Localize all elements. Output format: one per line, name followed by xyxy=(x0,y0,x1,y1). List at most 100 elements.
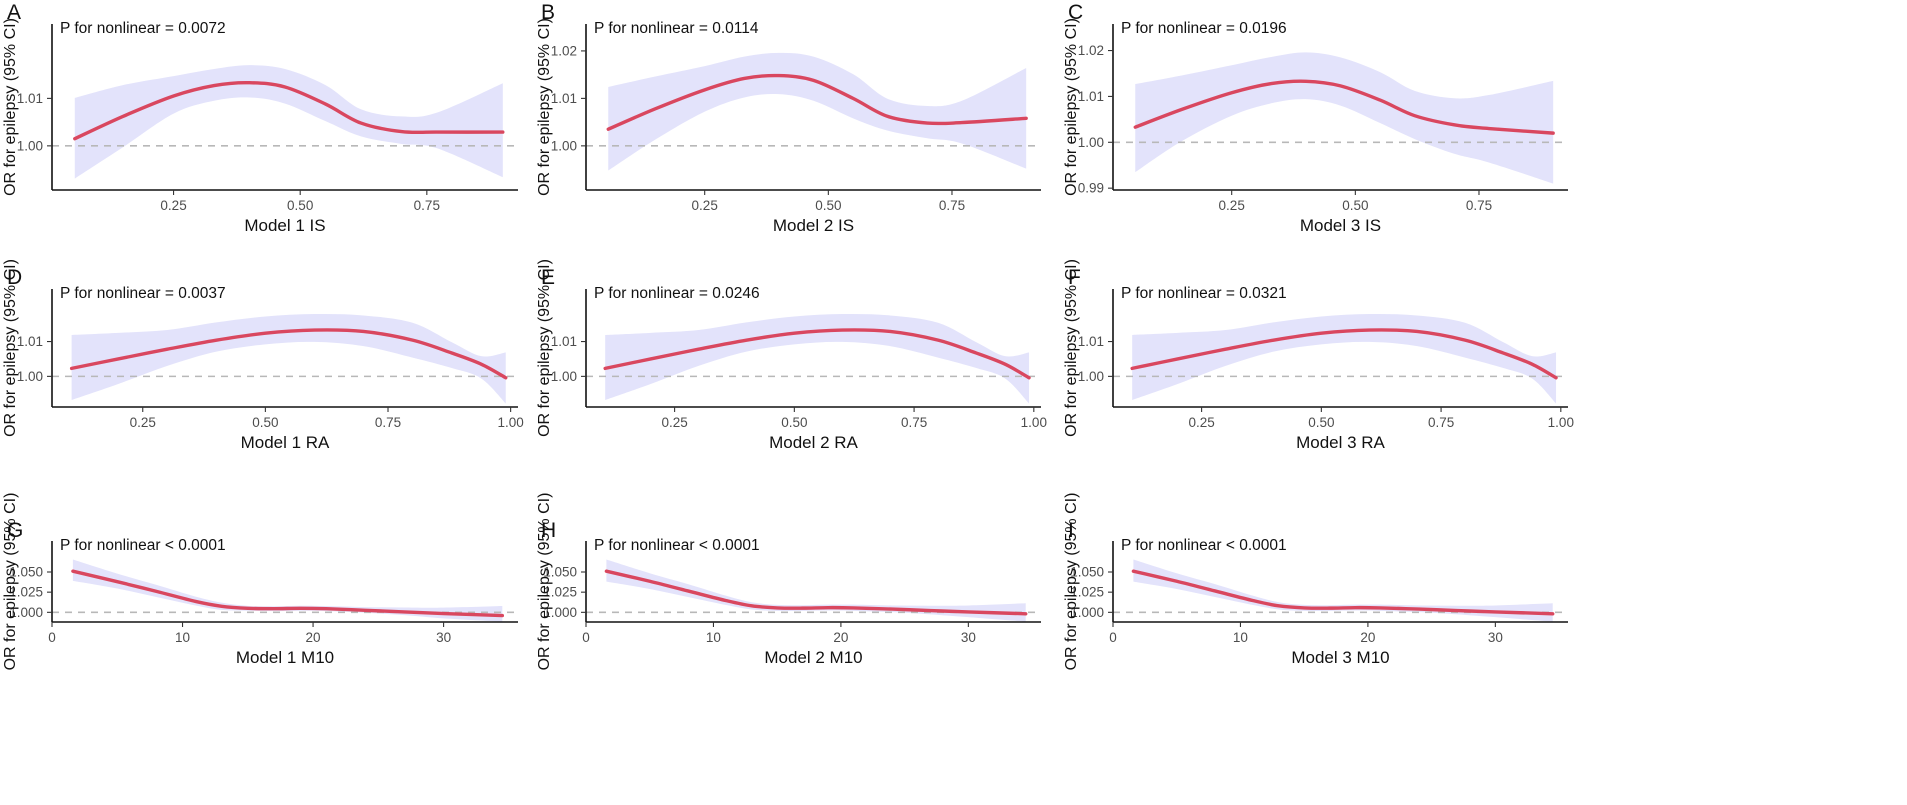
y-tick-label: 1.025 xyxy=(9,585,43,600)
x-tick-label: 0.25 xyxy=(1219,198,1245,213)
y-axis-title: OR for epilepsy (95% CI) xyxy=(2,18,19,196)
ci-band xyxy=(74,65,503,179)
x-tick-label: 30 xyxy=(436,630,451,645)
panel-f: 1.00 1.01 0.25 0.50 0.75 1.00 Model 3 RA OR for… xyxy=(1063,259,1574,452)
y-tick-label: 1.00 xyxy=(551,138,577,153)
y-tick-label: 1.025 xyxy=(1070,585,1104,600)
y-tick-label: 1.00 xyxy=(1078,135,1104,150)
x-tick-label: 0.50 xyxy=(287,198,313,213)
x-tick-label: 1.00 xyxy=(498,415,524,430)
estimate-curve xyxy=(604,569,1028,616)
x-tick-label: 0.50 xyxy=(781,415,807,430)
x-tick-label: 0.25 xyxy=(661,415,687,430)
y-tick-label: 0.99 xyxy=(1078,181,1104,196)
x-tick-label: 0.50 xyxy=(1308,415,1334,430)
p-nonlinear-label: P for nonlinear < 0.0001 xyxy=(60,537,226,554)
y-tick-label: 1.050 xyxy=(1070,565,1104,580)
y-tick-label: 1.01 xyxy=(17,334,43,349)
x-tick-label: 30 xyxy=(1488,630,1503,645)
y-axis-title: OR for epilepsy (95% CI) xyxy=(536,18,553,196)
estimate-curve xyxy=(1131,569,1555,616)
panel-letter: E xyxy=(541,266,555,289)
y-tick-label: 1.025 xyxy=(543,585,577,600)
ci-band xyxy=(608,52,1027,171)
panel-letter: H xyxy=(541,519,556,542)
panel-letter: C xyxy=(1068,1,1083,24)
panel-d: 1.00 1.01 0.25 0.50 0.75 1.00 Model 1 RA OR for… xyxy=(2,259,524,452)
panel-g: 1.000 1.025 1.050 0 10 20 30 Model 1 M10 OR for … xyxy=(2,493,518,671)
ci-band xyxy=(1133,559,1553,622)
x-tick-label: 0.75 xyxy=(939,198,965,213)
x-axis-title: Model 3 M10 xyxy=(1291,648,1389,667)
x-tick-label: 0.25 xyxy=(130,415,156,430)
y-tick-label: 1.00 xyxy=(17,138,43,153)
x-tick-label: 20 xyxy=(833,630,848,645)
x-axis-title: Model 1 RA xyxy=(241,433,330,452)
p-nonlinear-label: P for nonlinear = 0.0072 xyxy=(60,20,226,37)
x-tick-label: 1.00 xyxy=(1021,415,1047,430)
y-axis-title: OR for epilepsy (95% CI) xyxy=(2,493,19,671)
x-tick-label: 30 xyxy=(961,630,976,645)
x-tick-label: 0.75 xyxy=(1466,198,1492,213)
y-tick-label: 1.000 xyxy=(9,605,43,620)
panel-i: 1.000 1.025 1.050 0 10 20 30 Model 3 M10 OR for … xyxy=(1063,493,1568,670)
p-nonlinear-label: P for nonlinear = 0.0037 xyxy=(60,285,226,302)
y-axis-title: OR for epilepsy (95% CI) xyxy=(536,259,553,437)
y-tick-label: 1.00 xyxy=(551,369,577,384)
y-tick-label: 1.050 xyxy=(543,565,577,580)
y-tick-label: 1.01 xyxy=(17,91,43,106)
panel-e: 1.00 1.01 0.25 0.50 0.75 1.00 Model 2 RA OR for… xyxy=(536,259,1047,452)
p-nonlinear-label: P for nonlinear = 0.0246 xyxy=(594,285,760,302)
y-tick-label: 1.02 xyxy=(551,43,577,58)
x-tick-label: 20 xyxy=(1360,630,1375,645)
y-axis-title: OR for epilepsy (95% CI) xyxy=(536,493,553,671)
y-tick-label: 1.000 xyxy=(543,605,577,620)
x-tick-label: 10 xyxy=(1233,630,1248,645)
panel-b: 1.00 1.01 1.02 0.25 0.50 0.75 Model 2 IS OR for… xyxy=(536,1,1041,235)
y-axis-title: OR for epilepsy (95% CI) xyxy=(2,259,19,437)
y-tick-label: 1.02 xyxy=(1078,43,1104,58)
x-tick-label: 0.75 xyxy=(375,415,401,430)
y-tick-label: 1.00 xyxy=(17,369,43,384)
x-axis-title: Model 2 M10 xyxy=(764,648,862,667)
ci-band xyxy=(71,313,506,404)
y-tick-label: 1.000 xyxy=(1070,605,1104,620)
x-axis-title: Model 2 IS xyxy=(773,216,854,235)
panel-letter: F xyxy=(1068,266,1081,289)
x-tick-label: 1.00 xyxy=(1548,415,1574,430)
x-tick-label: 0.25 xyxy=(160,198,186,213)
ci-band xyxy=(605,313,1030,404)
panel-c: 0.99 1.00 1.01 1.02 0.25 0.50 0.75 Model 3 IS OR… xyxy=(1063,1,1568,235)
panel-letter: A xyxy=(7,1,21,24)
estimate-curve xyxy=(73,80,505,141)
y-tick-label: 1.01 xyxy=(1078,334,1104,349)
p-nonlinear-label: P for nonlinear = 0.0196 xyxy=(1121,20,1287,37)
x-axis-title: Model 1 M10 xyxy=(236,648,334,667)
estimate-curve xyxy=(69,328,508,380)
estimate-curve xyxy=(606,73,1028,131)
x-tick-label: 20 xyxy=(306,630,321,645)
y-axis-title: OR for epilepsy (95% CI) xyxy=(1063,18,1080,196)
x-tick-label: 0.50 xyxy=(252,415,278,430)
y-tick-label: 1.01 xyxy=(1078,89,1104,104)
panel-letter: G xyxy=(7,519,23,542)
x-axis-title: Model 1 IS xyxy=(244,216,325,235)
p-nonlinear-label: P for nonlinear < 0.0001 xyxy=(1121,537,1287,554)
x-tick-label: 0.50 xyxy=(1342,198,1368,213)
estimate-curve xyxy=(1130,328,1558,380)
p-nonlinear-label: P for nonlinear = 0.0114 xyxy=(594,20,759,37)
x-tick-label: 0.25 xyxy=(1188,415,1214,430)
x-tick-label: 0.25 xyxy=(692,198,718,213)
y-tick-label: 1.01 xyxy=(551,334,577,349)
x-tick-label: 0 xyxy=(48,630,56,645)
x-tick-label: 0.75 xyxy=(1428,415,1454,430)
x-tick-label: 10 xyxy=(706,630,721,645)
y-tick-label: 1.00 xyxy=(1078,369,1104,384)
panel-h: 1.000 1.025 1.050 0 10 20 30 Model 2 M10 OR for … xyxy=(536,493,1041,671)
x-axis-title: Model 3 RA xyxy=(1296,433,1385,452)
estimate-curve xyxy=(1133,79,1555,135)
ci-band xyxy=(606,559,1026,622)
panel-letter: I xyxy=(1068,519,1074,542)
x-tick-label: 10 xyxy=(175,630,190,645)
y-tick-label: 1.050 xyxy=(9,565,43,580)
